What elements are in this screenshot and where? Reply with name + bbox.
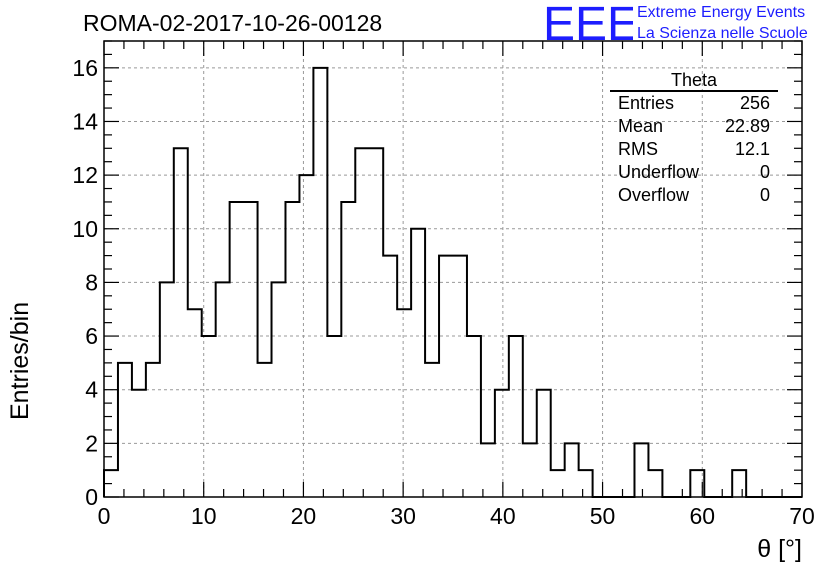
logo-caption-line2: La Scienza nelle Scuole [637,25,808,42]
stats-value: 22.89 [724,116,770,136]
x-tick-label: 60 [689,503,715,529]
y-tick-label: 16 [72,55,98,81]
x-tick-label: 20 [291,503,317,529]
y-tick-label: 2 [85,430,98,456]
y-axis-label: Entries/bin [6,301,34,420]
stats-row-entries: Entries 256 [610,92,778,115]
stats-label: RMS [618,139,658,159]
stats-value: 0 [759,185,770,205]
x-tick-label: 50 [590,503,616,529]
x-tick-label: 70 [789,503,815,529]
stats-row-underflow: Underflow 0 [610,161,778,184]
x-tick-label: 30 [390,503,416,529]
stats-value: 12.1 [734,139,770,159]
stats-label: Overflow [618,185,690,205]
stats-row-mean: Mean 22.89 [610,115,778,138]
histogram-outline [103,66,802,498]
x-tick-label: 40 [490,503,516,529]
stats-value: 256 [739,93,770,113]
y-tick-label: 8 [85,269,98,295]
logo-caption: Extreme Energy Events La Scienza nelle S… [637,2,808,44]
eee-logo: EEE [543,0,633,44]
stats-row-overflow: Overflow 0 [610,184,778,207]
y-tick-labels: 0 2 4 6 8 10 12 14 16 [72,55,98,510]
x-axis-label: θ [°] [757,535,802,563]
stats-label: Entries [618,93,675,113]
x-tick-label: 10 [191,503,217,529]
stats-box: Theta Entries 256 Mean 22.89 RMS 12.1 Un… [610,70,778,207]
y-tick-label: 10 [72,216,98,242]
stats-value: 0 [759,162,770,182]
chart-title: ROMA-02-2017-10-26-00128 [83,10,383,36]
x-tick-label: 0 [98,503,111,529]
y-tick-label: 6 [85,323,98,349]
y-tick-label: 12 [72,162,98,188]
y-tick-label: 4 [85,377,98,403]
y-tick-label: 14 [72,108,98,134]
axis-ticks [103,40,803,498]
stats-label: Mean [618,116,664,136]
x-tick-labels: 0 10 20 30 40 50 60 70 [98,503,815,529]
stats-row-rms: RMS 12.1 [610,138,778,161]
y-tick-label: 0 [85,484,98,510]
stats-title: Theta [610,70,778,92]
logo-caption-line1: Extreme Energy Events [637,4,806,21]
logo-letters: EEE [543,0,633,44]
stats-label: Underflow [618,162,700,182]
